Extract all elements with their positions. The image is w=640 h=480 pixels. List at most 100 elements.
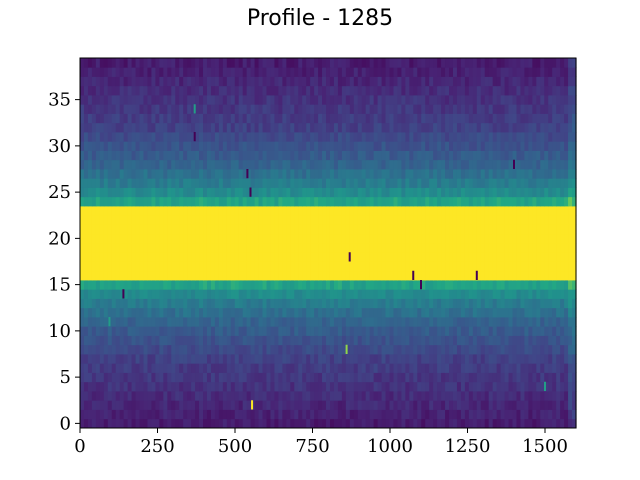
heatmap-cell [524, 372, 529, 383]
heatmap-cell [159, 113, 164, 124]
heatmap-cell [468, 206, 474, 216]
heatmap-cell [564, 104, 569, 114]
heatmap-cell [298, 159, 303, 170]
heatmap-cell [151, 280, 156, 290]
heatmap-cell [464, 391, 470, 401]
heatmap-cell [409, 67, 414, 77]
heatmap-cell [123, 298, 129, 309]
heatmap-cell [167, 187, 172, 198]
heatmap-cell [103, 85, 109, 96]
heatmap-cell [103, 67, 109, 77]
heatmap-cell [286, 85, 291, 96]
heatmap-cell [175, 335, 180, 346]
heatmap-cell [532, 206, 537, 216]
heatmap-cell [274, 132, 279, 142]
heatmap-cell [195, 95, 200, 105]
heatmap-cell [306, 159, 311, 170]
heatmap-cell [282, 344, 287, 355]
heatmap-cell [135, 335, 141, 346]
heatmap-cell [95, 67, 101, 77]
heatmap-cell [373, 335, 379, 346]
heatmap-cell [329, 289, 335, 299]
heatmap-cell [250, 298, 256, 309]
heatmap-cell [504, 76, 510, 87]
heatmap-cell [258, 307, 264, 318]
heatmap-cell [222, 233, 228, 244]
heatmap-cell [468, 243, 474, 253]
heatmap-cell [254, 206, 260, 216]
heatmap-cell [468, 307, 474, 318]
heatmap-cell [326, 67, 331, 77]
heatmap-cell [540, 344, 545, 355]
heatmap-cell [99, 233, 105, 244]
heatmap-cell [234, 372, 240, 383]
heatmap-cell [127, 289, 133, 299]
heatmap-cell [266, 381, 272, 392]
heatmap-cell [171, 215, 176, 225]
heatmap-cell [528, 95, 533, 105]
heatmap-cell [234, 354, 240, 364]
heatmap-cell [508, 280, 514, 290]
heatmap-cell [143, 409, 149, 420]
heatmap-cell [254, 159, 260, 170]
heatmap-cell [163, 206, 168, 216]
heatmap-cell [143, 326, 149, 336]
heatmap-cell [425, 400, 430, 410]
heatmap-cell [464, 178, 470, 188]
heatmap-cell [405, 261, 410, 272]
heatmap-cell [536, 372, 541, 383]
heatmap-cell [83, 354, 89, 364]
heatmap-cell [95, 85, 101, 96]
heatmap-cell [258, 224, 264, 235]
heatmap-cell [397, 85, 403, 96]
heatmap-cell [393, 400, 399, 410]
heatmap-cell [544, 289, 549, 299]
heatmap-cell [449, 354, 454, 364]
heatmap-cell [290, 196, 295, 207]
heatmap-cell [425, 363, 430, 373]
heatmap-cell [421, 261, 426, 272]
heatmap-cell [413, 270, 418, 281]
heatmap-cell [254, 196, 260, 207]
heatmap-cell [496, 67, 502, 77]
heatmap-cell [532, 85, 537, 96]
heatmap-cell [357, 326, 363, 336]
heatmap-cell [409, 289, 414, 299]
heatmap-cell [373, 289, 379, 299]
heatmap-cell [385, 132, 391, 142]
heatmap-cell [429, 307, 434, 318]
heatmap-cell [456, 141, 462, 151]
heatmap-cell [468, 391, 474, 401]
heatmap-cell [377, 76, 383, 87]
heatmap-cell [183, 206, 188, 216]
heatmap-cell [373, 178, 379, 188]
heatmap-cell [107, 224, 113, 235]
heatmap-cell [540, 122, 545, 133]
heatmap-cell [536, 354, 541, 364]
heatmap-cell [175, 58, 180, 68]
heatmap-cell [274, 270, 279, 281]
heatmap-cell [556, 354, 561, 364]
heatmap-cell [536, 381, 541, 392]
heatmap-cell [433, 307, 438, 318]
heatmap-cell [449, 196, 454, 207]
heatmap-cell [405, 243, 410, 253]
heatmap-cell [560, 104, 565, 114]
heatmap-cell [425, 289, 430, 299]
heatmap-cell [290, 307, 295, 318]
heatmap-cell [298, 326, 303, 336]
heatmap-cell [333, 150, 339, 161]
heatmap-cell [298, 243, 303, 253]
heatmap-cell [357, 344, 363, 355]
heatmap-cell [286, 391, 291, 401]
heatmap-cell [103, 261, 109, 272]
heatmap-cell [163, 317, 168, 327]
heatmap-cell [560, 243, 565, 253]
heatmap-cell [413, 372, 418, 383]
heatmap-cell [147, 215, 153, 225]
heatmap-cell [203, 224, 208, 235]
heatmap-cell [274, 418, 279, 429]
heatmap-cell [298, 150, 303, 161]
heatmap-cell [393, 58, 399, 68]
heatmap-cell [520, 372, 526, 383]
